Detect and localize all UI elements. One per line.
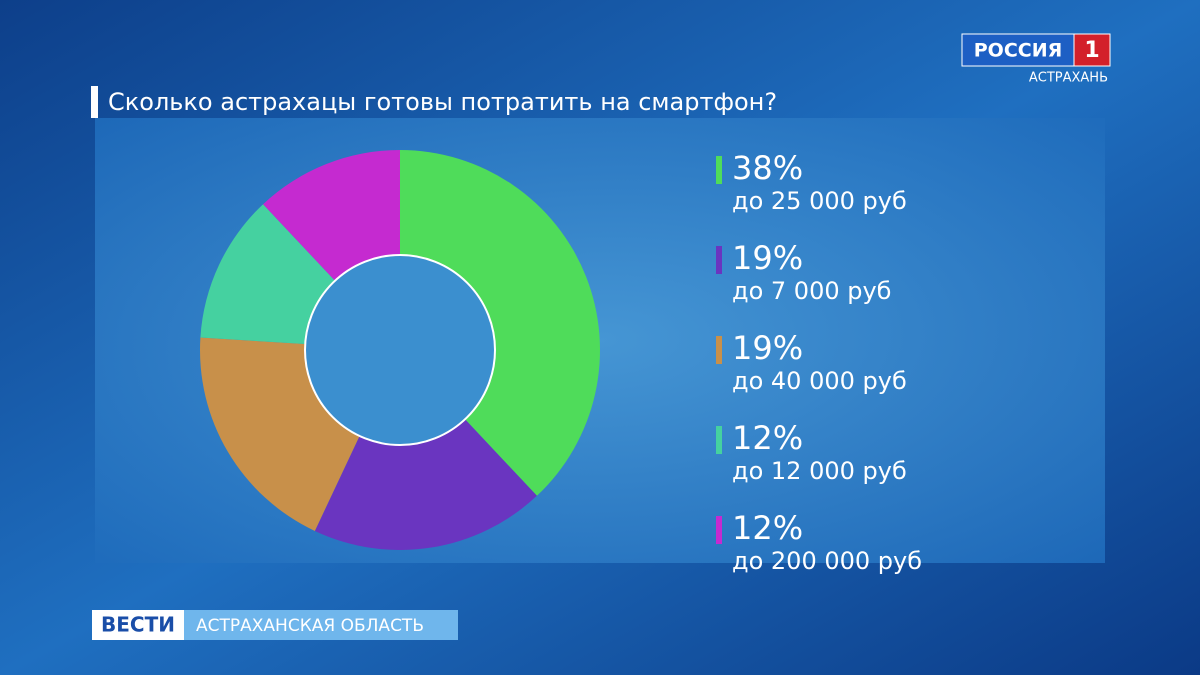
legend-swatch xyxy=(716,516,722,544)
legend-swatch xyxy=(716,426,722,454)
logo-number: 1 xyxy=(1084,38,1099,63)
legend-percent: 19% xyxy=(732,329,803,367)
logo-region: АСТРАХАНЬ xyxy=(1029,71,1108,86)
legend-label: до 12 000 руб xyxy=(732,457,907,485)
logo-number-box xyxy=(1073,33,1111,67)
donut-hole xyxy=(304,254,496,446)
legend-percent: 12% xyxy=(732,419,803,457)
legend-label: до 200 000 руб xyxy=(732,547,922,575)
legend-percent: 12% xyxy=(732,509,803,547)
legend-percent: 38% xyxy=(732,149,803,187)
ticker-region-box xyxy=(184,610,458,640)
legend-label: до 25 000 руб xyxy=(732,187,907,215)
donut-slice xyxy=(200,337,360,531)
logo-name: РОССИЯ xyxy=(974,40,1063,62)
legend-label: до 40 000 руб xyxy=(732,367,907,395)
ticker-region: АСТРАХАНСКАЯ ОБЛАСТЬ xyxy=(196,616,424,636)
title-bar xyxy=(91,86,98,118)
legend-swatch xyxy=(716,336,722,364)
legend-swatch xyxy=(716,156,722,184)
logo-box xyxy=(961,33,1075,67)
donut-slice xyxy=(200,204,335,345)
legend-swatch xyxy=(716,246,722,274)
donut-slice xyxy=(263,150,400,281)
donut-slice xyxy=(400,150,600,496)
donut-slice xyxy=(314,419,537,550)
ticker-brand: ВЕСТИ xyxy=(101,613,175,637)
ticker-brand-box xyxy=(92,610,184,640)
legend-label: до 7 000 руб xyxy=(732,277,891,305)
chart-title: Сколько астрахацы готовы потратить на см… xyxy=(108,88,777,116)
legend-percent: 19% xyxy=(732,239,803,277)
